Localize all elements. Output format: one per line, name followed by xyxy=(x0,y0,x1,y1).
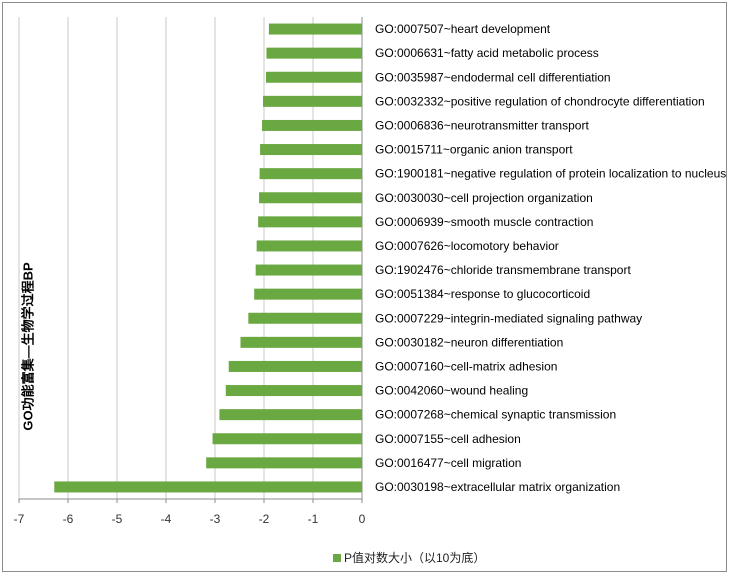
category-label: GO:0006631~fatty acid metabolic process xyxy=(375,46,599,60)
y-axis-title: GO功能富集—生物学过程BP xyxy=(20,262,36,431)
category-label: GO:0007268~chemical synaptic transmissio… xyxy=(375,408,616,422)
bar xyxy=(268,23,362,35)
chart-plot: -7 -6 -5 -4 -3 -2 -1 0 GO:0007507~heart developm… xyxy=(14,17,726,526)
bar xyxy=(259,192,362,204)
bar xyxy=(258,216,362,228)
bar xyxy=(254,288,362,300)
legend-swatch xyxy=(333,553,341,562)
bar xyxy=(228,360,362,372)
category-label: GO:0051384~response to glucocorticoid xyxy=(375,287,590,301)
category-label: GO:0007160~cell-matrix adhesion xyxy=(375,359,557,373)
bar xyxy=(206,457,362,469)
x-tick-label: -4 xyxy=(161,512,172,526)
x-tick-label: -5 xyxy=(112,512,123,526)
x-tick-label: -6 xyxy=(63,512,74,526)
bar xyxy=(262,119,362,131)
bar xyxy=(212,433,362,445)
category-label: GO:0007626~locomotory behavior xyxy=(375,239,559,253)
category-label: GO:0007229~integrin-mediated signaling p… xyxy=(375,311,642,325)
bar xyxy=(256,240,362,252)
category-label: GO:0006939~smooth muscle contraction xyxy=(375,215,593,229)
legend-label: P值对数大小（以10为底） xyxy=(344,551,486,565)
bar xyxy=(265,71,362,83)
category-label: GO:0035987~endodermal cell differentiati… xyxy=(375,70,611,84)
category-label: GO:0016477~cell migration xyxy=(375,456,521,470)
category-label: GO:0030182~neuron differentiation xyxy=(375,335,563,349)
legend: P值对数大小（以10为底） xyxy=(333,549,485,566)
x-tick-label: -2 xyxy=(259,512,270,526)
x-tick-label: 0 xyxy=(359,512,366,526)
bar xyxy=(266,47,362,59)
category-label: GO:0030198~extracellular matrix organiza… xyxy=(375,480,620,494)
x-tick-label: -1 xyxy=(308,512,319,526)
bar xyxy=(255,264,362,276)
x-tick-label: -7 xyxy=(14,512,25,526)
category-label: GO:0030030~cell projection organization xyxy=(375,191,593,205)
category-label: GO:1902476~chloride transmembrane transp… xyxy=(375,263,631,277)
category-label: GO:0006836~neurotransmitter transport xyxy=(375,118,589,132)
bar xyxy=(259,168,362,180)
category-label: GO:0032332~positive regulation of chondr… xyxy=(375,94,705,108)
bar xyxy=(225,385,362,397)
bar xyxy=(263,95,362,107)
bar xyxy=(248,312,362,324)
category-label: GO:0007155~cell adhesion xyxy=(375,432,521,446)
bar xyxy=(54,481,362,493)
x-tick-label: -3 xyxy=(210,512,221,526)
bar xyxy=(260,144,362,156)
category-label: GO:0015711~organic anion transport xyxy=(375,143,573,157)
category-label: GO:1900181~negative regulation of protei… xyxy=(375,167,726,181)
bar xyxy=(219,409,362,421)
bar xyxy=(240,336,362,348)
category-label: GO:0042060~wound healing xyxy=(375,384,528,398)
category-label: GO:0007507~heart development xyxy=(375,22,551,36)
